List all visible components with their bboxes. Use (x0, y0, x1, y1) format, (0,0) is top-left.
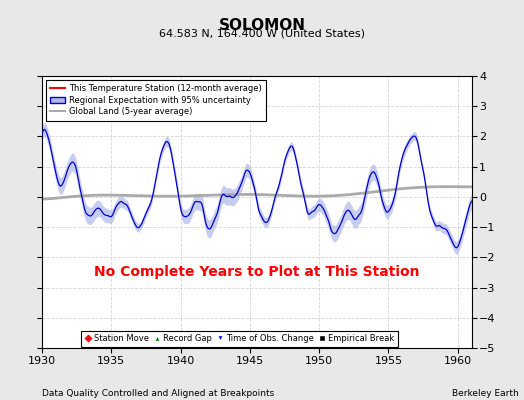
Text: 64.583 N, 164.400 W (United States): 64.583 N, 164.400 W (United States) (159, 28, 365, 38)
Text: Berkeley Earth: Berkeley Earth (452, 389, 519, 398)
Text: Data Quality Controlled and Aligned at Breakpoints: Data Quality Controlled and Aligned at B… (42, 389, 274, 398)
Text: SOLOMON: SOLOMON (219, 18, 305, 33)
Text: No Complete Years to Plot at This Station: No Complete Years to Plot at This Statio… (94, 265, 420, 279)
Legend: Station Move, Record Gap, Time of Obs. Change, Empirical Break: Station Move, Record Gap, Time of Obs. C… (81, 331, 398, 346)
